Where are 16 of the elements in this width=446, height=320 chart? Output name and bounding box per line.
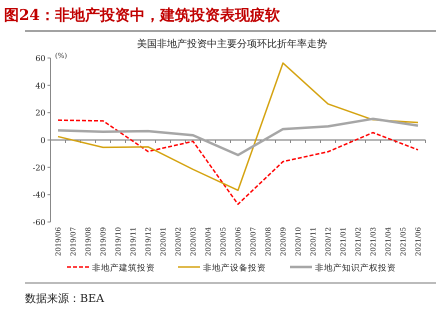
line-series	[56, 118, 420, 156]
chart-title: 图24：非地产投资中，建筑投资表现疲软	[4, 6, 281, 24]
y-tick-label: 60	[35, 54, 46, 63]
y-tick-label: -20	[32, 163, 46, 172]
legend-label: 非地产建筑投资	[92, 262, 155, 274]
y-tick-label: 40	[35, 81, 46, 90]
y-tick-label: -40	[32, 190, 46, 200]
legend-label: 非地产设备投资	[203, 262, 266, 274]
chart-subtitle: 美国非地产投资中主要分项环比折年率走势	[137, 38, 327, 50]
line-series	[57, 119, 419, 205]
y-tick-label: 20	[35, 108, 46, 118]
source-note: 数据来源：BEA	[25, 292, 106, 305]
y-tick-label: 0	[40, 136, 46, 145]
line-series	[57, 62, 419, 192]
y-tick-label: -60	[32, 218, 46, 227]
legend-label: 非地产知识产权投资	[315, 262, 396, 274]
